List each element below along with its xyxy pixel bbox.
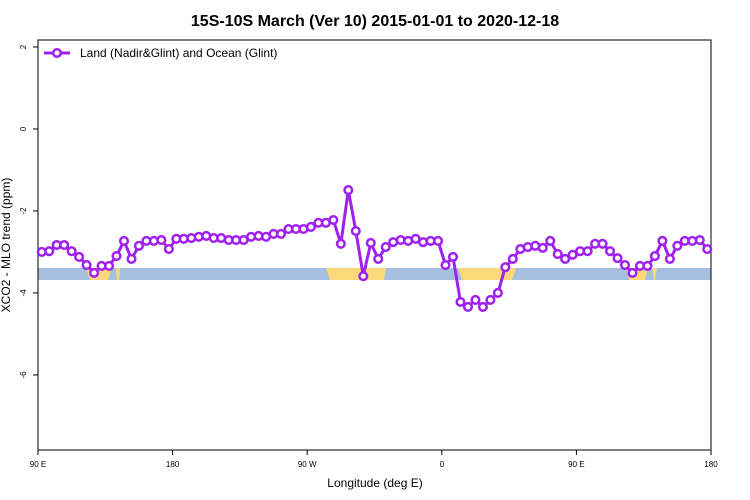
point [492, 287, 503, 299]
land-band [326, 268, 386, 280]
y-tick-label: -2 [19, 207, 28, 215]
point [605, 246, 616, 257]
point [612, 253, 623, 264]
point [81, 260, 92, 271]
x-tick-label: 180 [166, 460, 180, 469]
x-tick-label: 90 E [30, 460, 46, 469]
point [305, 221, 316, 233]
land-band [116, 268, 120, 280]
point [156, 235, 167, 246]
point [567, 249, 578, 260]
point [694, 235, 705, 246]
point [433, 235, 444, 246]
point [126, 253, 137, 264]
x-tick-label: 90 E [568, 460, 584, 469]
point [560, 253, 571, 264]
point [470, 294, 481, 305]
x-tick-label: 90 W [298, 460, 317, 469]
plot-frame [37, 39, 712, 451]
point [597, 238, 608, 249]
point [552, 248, 563, 260]
point [380, 242, 391, 253]
point [103, 260, 115, 271]
point [365, 237, 376, 248]
point [328, 214, 339, 226]
point [44, 246, 55, 257]
point [702, 244, 713, 255]
point [133, 240, 144, 251]
point [642, 260, 653, 271]
point [462, 301, 474, 312]
point [111, 251, 122, 262]
point [455, 296, 466, 308]
point [485, 294, 496, 305]
y-tick-label: 0 [19, 126, 28, 131]
point [275, 228, 287, 239]
point [627, 267, 638, 278]
point [582, 246, 593, 257]
legend-marker [51, 47, 63, 59]
point [343, 185, 354, 196]
x-axis-label: Longitude (deg E) [327, 476, 422, 490]
point [649, 251, 660, 262]
y-tick-label: -6 [19, 371, 28, 379]
point [335, 238, 346, 249]
point [66, 246, 77, 257]
y-axis-label: XCO2 - MLO trend (ppm) [0, 178, 13, 313]
y-tick-label: 2 [19, 44, 28, 49]
point [447, 251, 459, 262]
point [350, 226, 361, 237]
point [163, 244, 174, 255]
x-tick-label: 180 [704, 460, 718, 469]
point [507, 253, 518, 264]
point [619, 260, 631, 271]
point [118, 235, 130, 246]
point [657, 235, 668, 246]
chart-title: 15S-10S March (Ver 10) 2015-01-01 to 202… [191, 13, 559, 30]
point [59, 239, 70, 251]
point [500, 262, 511, 273]
point [545, 235, 556, 246]
point [373, 253, 384, 264]
y-tick-label: -4 [19, 289, 28, 297]
point [537, 242, 548, 253]
point [89, 267, 100, 278]
point [440, 260, 451, 271]
point [477, 301, 488, 312]
land-band [652, 268, 657, 280]
point [664, 253, 675, 264]
x-tick-label: 0 [440, 460, 445, 469]
land-ocean-band [38, 268, 711, 280]
point [672, 240, 683, 251]
point [74, 251, 85, 262]
point [358, 271, 369, 282]
legend-label: Land (Nadir&Glint) and Ocean (Glint) [80, 46, 277, 60]
